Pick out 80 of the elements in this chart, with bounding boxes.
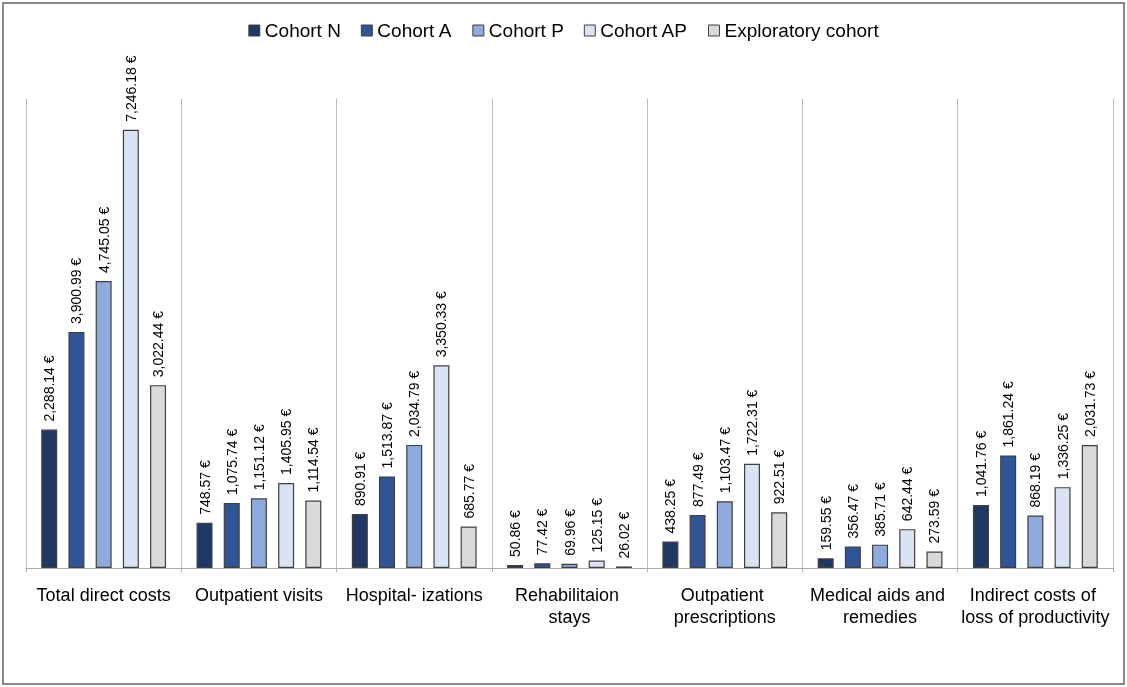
bar [872,544,889,568]
legend-label: Cohort AP [600,20,687,41]
data-label: 7,246.18 € [122,55,139,122]
bar [68,332,85,568]
data-label: 125.15 € [588,497,605,553]
bar [743,463,760,568]
bar [817,558,834,568]
x-tick-label: Rehabilitaion stays [514,585,625,627]
bar [351,514,368,568]
data-label: 642.44 € [899,466,916,522]
data-label: 50.86 € [507,510,524,557]
bar [716,501,733,568]
legend-label: Cohort P [488,20,564,41]
bar [561,563,578,568]
bar [122,129,139,568]
bar [926,551,943,568]
data-label: 159.55 € [817,495,834,551]
bar [250,498,267,568]
legend-label: Cohort A [377,20,452,41]
bar [899,529,916,568]
bar [771,512,788,568]
legend-label: Cohort N [264,20,341,41]
data-label: 2,034.79 € [406,370,423,437]
bar [662,541,679,568]
data-label: 685.77 € [460,463,477,519]
bar [689,514,706,568]
bar [1000,455,1017,568]
data-label: 2,288.14 € [41,355,58,422]
data-label: 1,861.24 € [1000,381,1017,448]
x-tick-label: Indirect costs of loss of productivity [961,585,1110,627]
data-label: 922.51 € [771,449,788,505]
bar [41,429,58,568]
bar [406,444,423,568]
bar [1027,515,1044,568]
data-label: 1,075.74 € [223,428,240,495]
bar [534,563,551,568]
x-tick-label: Outpatient visits [194,585,323,605]
bar [588,560,605,568]
data-label: 438.25 € [662,478,679,534]
data-label: 1,405.95 € [278,408,295,475]
legend-label: Exploratory cohort [724,20,880,41]
data-label: 877.49 € [689,452,706,507]
bar [1054,487,1071,568]
bar [95,280,112,568]
data-label: 69.96 € [561,508,578,556]
bar [305,500,322,568]
bar [460,526,477,568]
data-label: 1,336.25 € [1054,412,1071,480]
bar [278,482,295,568]
data-label: 273.59 € [926,488,943,544]
bar [972,504,989,568]
bar [844,546,861,568]
data-label: 890.91 € [351,451,368,507]
data-label: 2,031.73 € [1081,370,1098,438]
data-label: 1,114.54 € [305,427,322,493]
data-label: 748.57 € [196,460,213,515]
data-label: 868.19 € [1027,452,1044,508]
x-tick-label: Outpatient prescriptions [673,585,776,627]
bar [196,522,213,568]
bar [223,502,240,568]
bar [1081,445,1098,568]
bar [433,365,450,568]
data-label: 26.02 € [615,511,632,559]
data-label: 3,022.44 € [150,310,167,378]
data-label: 3,350.33 € [433,290,450,358]
data-label: 3,900.99 € [68,257,85,325]
x-tick-label: Hospital- izations [345,585,483,605]
data-label: 1,041.76 € [972,430,989,497]
x-tick-label: Total direct costs [36,585,171,605]
x-tick-label: Medical aids and remedies [810,585,951,627]
bar [150,385,167,568]
data-label: 77.42 € [534,508,551,556]
data-label: 356.47 € [844,483,861,539]
data-label: 1,103.47 € [716,426,733,494]
data-label: 1,513.87 € [379,402,396,469]
data-label: 4,745.05 € [95,206,112,273]
bar [379,476,396,568]
data-label: 1,722.31 € [743,389,760,456]
data-label: 1,151.12 € [250,423,267,491]
data-label: 385.71 € [872,481,889,537]
